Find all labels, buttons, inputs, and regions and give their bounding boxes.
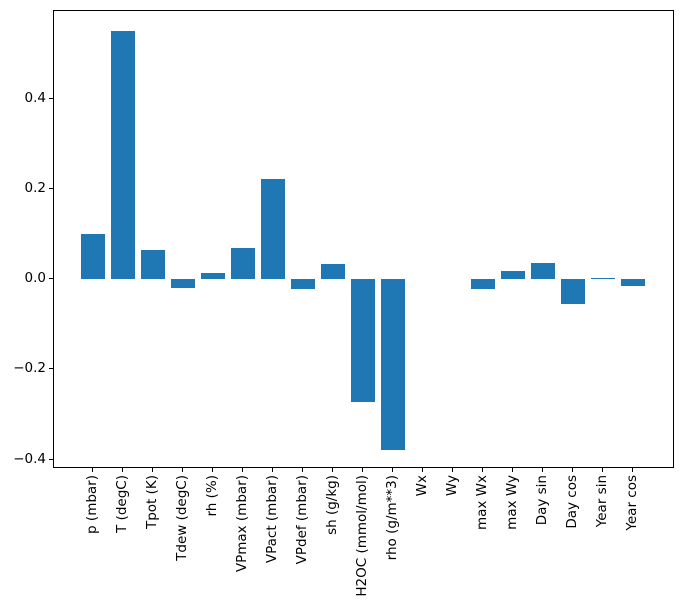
x-axis-tick-label-text: p (mbar)	[84, 475, 100, 534]
bar-rh	[201, 273, 225, 280]
x-axis-tick-label-text: rho (g/m**3)	[384, 475, 400, 561]
bar-tdew-degc	[171, 279, 195, 288]
y-axis-tick-mark	[49, 278, 53, 280]
y-axis-tick-label: 0.4	[24, 89, 46, 106]
bar-day-cos	[561, 279, 585, 305]
x-axis-tick-label-text: Year cos	[624, 475, 640, 531]
bar-max-wy	[501, 271, 525, 280]
x-axis-tick-label-text: H2OC (mmol/mol)	[354, 475, 370, 597]
x-axis-tick-label-text: max Wy	[504, 475, 520, 530]
x-axis-tick-mark	[542, 468, 543, 472]
x-axis-tick-label-text: VPdef (mbar)	[294, 475, 310, 565]
bar-t-degc	[111, 31, 135, 280]
x-axis-tick-mark	[482, 468, 483, 472]
x-axis-tick-mark	[632, 468, 633, 472]
x-axis-tick-mark	[392, 468, 393, 472]
x-axis-tick-mark	[362, 468, 363, 472]
x-axis-tick-mark	[182, 468, 183, 472]
bar-vpmax-mbar	[231, 248, 255, 280]
x-axis-tick-label-text: VPact (mbar)	[264, 475, 280, 564]
bar-day-sin	[531, 262, 555, 280]
y-axis-tick-mark	[49, 187, 53, 189]
x-axis-tick-mark	[152, 468, 153, 472]
y-axis-tick-label: 0.2	[24, 179, 46, 196]
x-axis-tick-label-text: Day sin	[534, 475, 550, 526]
y-axis-tick-label: −0.4	[13, 450, 46, 467]
bar-rho-g-m-3	[381, 279, 405, 451]
x-axis-tick-label-text: max Wx	[474, 475, 490, 531]
y-axis-tick-mark	[49, 97, 53, 99]
x-axis-tick-mark	[332, 468, 333, 472]
y-axis-tick-mark	[49, 458, 53, 460]
x-axis-tick-mark	[572, 468, 573, 472]
x-axis-tick-label-text: VPmax (mbar)	[234, 475, 250, 573]
bar-tpot-k	[141, 250, 165, 280]
x-axis-tick-label-text: Day cos	[564, 475, 580, 529]
bar-vpact-mbar	[261, 178, 285, 280]
x-axis-tick-mark	[422, 468, 423, 472]
x-axis-tick-label-text: Tpot (K)	[144, 475, 160, 530]
bar-sh-g-kg	[321, 264, 345, 280]
bar-vpdef-mbar	[291, 279, 315, 289]
x-axis-tick-mark	[122, 468, 123, 472]
x-axis-tick-mark	[272, 468, 273, 472]
x-axis-tick-label-text: rh (%)	[204, 475, 220, 517]
x-axis-tick-mark	[602, 468, 603, 472]
bar-year-sin	[591, 278, 615, 280]
bar-p-mbar	[81, 234, 105, 280]
bar-h2oc-mmol-mol	[351, 279, 375, 403]
y-axis-tick-label: 0.0	[24, 270, 46, 287]
x-axis-tick-label-text: Year sin	[594, 475, 610, 528]
bar-year-cos	[621, 279, 645, 287]
y-axis-tick-mark	[49, 368, 53, 370]
x-axis-tick-label-text: Wx	[414, 475, 430, 497]
x-axis-tick-label-text: Wy	[444, 475, 460, 497]
x-axis-tick-label-text: Tdew (degC)	[174, 475, 190, 561]
plot-area	[53, 10, 674, 468]
x-axis-tick-mark	[212, 468, 213, 472]
x-axis-tick-mark	[242, 468, 243, 472]
x-axis-tick-label-text: T (degC)	[114, 475, 130, 533]
bar-max-wx	[471, 279, 495, 289]
x-axis-tick-label-text: sh (g/kg)	[324, 475, 340, 535]
x-axis-tick-mark	[302, 468, 303, 472]
x-axis-tick-mark	[512, 468, 513, 472]
x-axis-tick-mark	[452, 468, 453, 472]
x-axis-tick-mark	[92, 468, 93, 472]
y-axis-tick-label: −0.2	[13, 360, 46, 377]
